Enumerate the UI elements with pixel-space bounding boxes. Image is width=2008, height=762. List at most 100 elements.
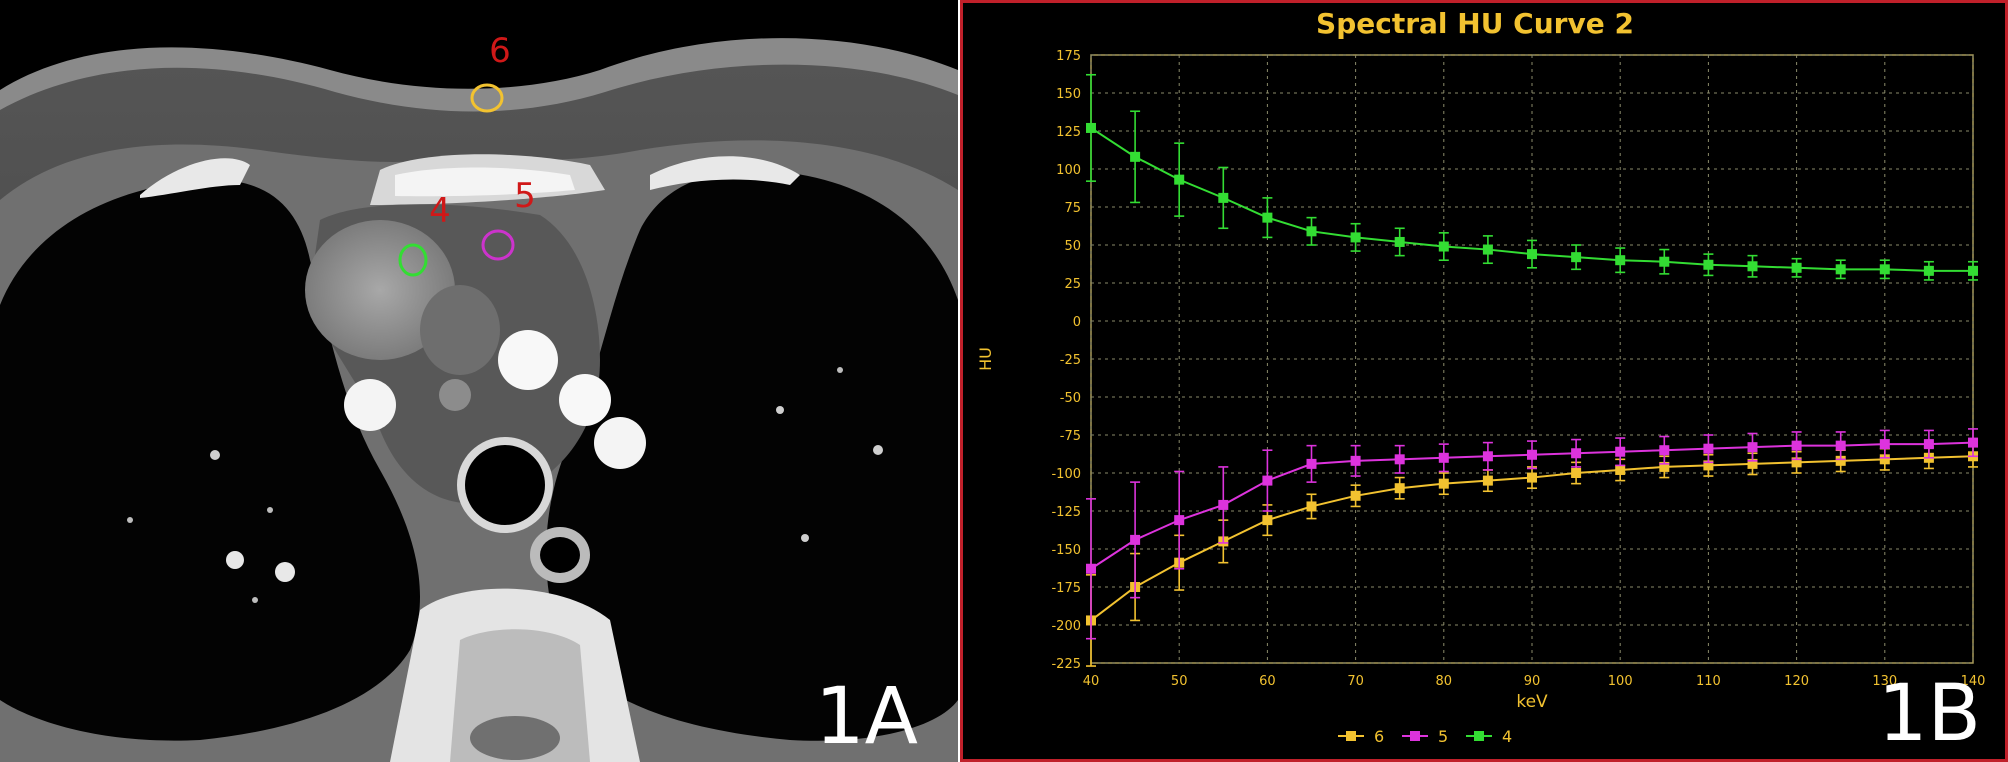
roi-6-circle (470, 83, 504, 113)
data-series (1086, 73, 1978, 667)
data-point (1438, 478, 1449, 489)
y-tick-label: -50 (1060, 391, 1081, 406)
y-tick-labels: 175 150 125 100 75 50 25 0 -25 -50 -75 -100 -125 -150… (1051, 49, 1081, 672)
roi-6-label: 6 (489, 31, 511, 71)
data-point (1306, 501, 1317, 512)
legend-item-5: 5 (1402, 727, 1448, 746)
legend-item-4: 4 (1466, 727, 1512, 746)
y-tick-label: -150 (1051, 543, 1081, 558)
data-point (1174, 174, 1185, 185)
roi-5-label: 5 (514, 176, 536, 216)
x-tick-labels: 40 50 60 70 80 90 100 110 120 130 140 (1083, 674, 1986, 689)
legend-marker (1410, 731, 1420, 741)
data-point (1218, 192, 1229, 203)
ct-scan-image: 6 4 5 (0, 31, 958, 762)
data-point (1482, 451, 1493, 462)
data-point (1747, 458, 1758, 469)
data-point (1791, 457, 1802, 468)
x-tick-label: 60 (1259, 674, 1276, 689)
data-point (1659, 461, 1670, 472)
x-tick-label: 110 (1696, 674, 1721, 689)
y-tick-label: 25 (1064, 277, 1081, 292)
x-tick-label: 90 (1524, 674, 1541, 689)
data-point (1791, 440, 1802, 451)
grid-lines (1090, 54, 1974, 664)
panel-label-1a: 1A (815, 672, 918, 762)
data-point (1835, 440, 1846, 451)
x-tick-label: 50 (1171, 674, 1188, 689)
data-point (1086, 563, 1096, 574)
x-axis-label: keV (1516, 692, 1548, 712)
data-point (1394, 454, 1405, 465)
data-point (1394, 236, 1405, 247)
data-point (1703, 443, 1714, 454)
data-point (1306, 458, 1317, 469)
data-point (1306, 226, 1317, 237)
legend-label: 5 (1438, 727, 1448, 746)
panel-label-1b: 1B (1877, 669, 1981, 759)
data-point (1086, 122, 1096, 133)
y-tick-label: -100 (1051, 467, 1081, 482)
roi-5-circle (481, 229, 515, 261)
legend-label: 4 (1502, 727, 1512, 746)
series-4 (1086, 73, 1978, 281)
legend-item-6: 6 (1338, 727, 1384, 746)
data-point (1571, 252, 1582, 263)
data-point (1394, 483, 1405, 494)
ct-image-panel: 6 4 5 1A (0, 0, 958, 762)
data-point (1659, 445, 1670, 456)
x-tick-label: 100 (1608, 674, 1633, 689)
data-point (1438, 452, 1449, 463)
data-point (1482, 475, 1493, 486)
y-tick-label: 100 (1056, 163, 1081, 178)
data-point (1174, 515, 1185, 526)
y-axis-label: HU (976, 347, 995, 371)
data-point (1879, 264, 1890, 275)
y-tick-label: 125 (1056, 125, 1081, 140)
legend: 6 5 4 (1338, 727, 1512, 746)
spectral-hu-chart: Spectral HU Curve 2 175 150 125 100 75 50 25 0 -… (976, 7, 1986, 746)
x-tick-label: 130 (1872, 674, 1897, 689)
y-tick-label: -125 (1051, 505, 1081, 520)
x-tick-label: 80 (1436, 674, 1453, 689)
y-tick-label: 175 (1056, 49, 1081, 64)
data-point (1923, 439, 1934, 450)
data-point (1350, 490, 1361, 501)
data-point (1968, 437, 1978, 448)
data-point (1923, 265, 1934, 276)
data-point (1527, 449, 1537, 460)
data-point (1262, 475, 1273, 486)
y-tick-label: -225 (1051, 657, 1081, 672)
x-tick-label: 140 (1961, 674, 1986, 689)
data-point (1262, 515, 1273, 526)
chart-title: Spectral HU Curve 2 (1316, 7, 1634, 40)
roi-4-circle (398, 243, 428, 277)
data-point (1835, 264, 1846, 275)
data-point (1130, 151, 1141, 162)
y-tick-label: -200 (1051, 619, 1081, 634)
data-point (1615, 446, 1626, 457)
y-tick-label: -175 (1051, 581, 1081, 596)
data-point (1703, 259, 1714, 270)
data-point (1615, 255, 1626, 266)
data-point (1438, 241, 1449, 252)
data-point (1615, 464, 1626, 475)
data-point (1703, 460, 1714, 471)
y-tick-label: 0 (1073, 315, 1081, 330)
data-point (1747, 261, 1758, 272)
data-point (1218, 499, 1229, 510)
data-point (1527, 249, 1537, 260)
spectral-chart-panel: Spectral HU Curve 2 175 150 125 100 75 50 25 0 -… (960, 0, 2008, 762)
y-tick-label: 50 (1064, 239, 1081, 254)
data-point (1835, 455, 1846, 466)
y-tick-label: -25 (1060, 353, 1081, 368)
data-point (1747, 442, 1758, 453)
data-point (1482, 244, 1493, 255)
y-tick-label: 150 (1056, 87, 1081, 102)
x-tick-label: 40 (1083, 674, 1100, 689)
data-point (1571, 448, 1582, 459)
data-point (1791, 262, 1802, 273)
data-point (1968, 265, 1978, 276)
data-point (1350, 455, 1361, 466)
data-point (1571, 468, 1582, 478)
